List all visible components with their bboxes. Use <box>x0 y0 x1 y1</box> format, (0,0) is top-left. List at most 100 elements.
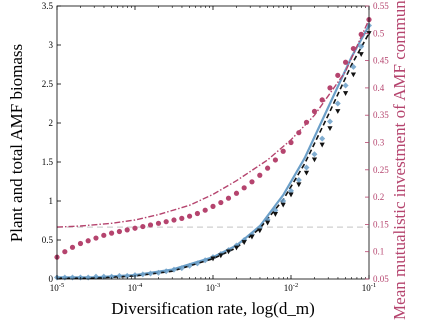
total-amf-marker <box>295 176 302 183</box>
total-amf-marker <box>155 269 162 276</box>
plant-marker <box>358 52 364 57</box>
plant-marker <box>319 142 325 148</box>
y-axis-label-left: Plant and total AMF biomass <box>7 44 26 242</box>
mean-investment-marker <box>280 148 286 154</box>
y-tick-label-left: 3 <box>49 40 54 50</box>
total-amf-marker <box>288 187 294 194</box>
total-amf-marker <box>358 43 365 50</box>
total-amf-marker <box>163 268 170 275</box>
plant-marker <box>210 256 216 262</box>
total-amf-marker <box>272 207 279 214</box>
mean-investment-marker <box>210 203 216 209</box>
mean-investment-marker <box>124 227 130 233</box>
mean-investment-marker <box>350 45 357 52</box>
mean-investment-marker <box>272 157 279 163</box>
x-tick-label: 10-2 <box>284 282 298 293</box>
y-tick-label-left: 0.5 <box>42 235 54 245</box>
plant-marker <box>233 245 240 251</box>
plant-marker <box>249 234 255 240</box>
plot-background <box>57 6 369 279</box>
mean-investment-marker <box>335 72 341 78</box>
x-axis-label: Diversification rate, log(d_m) <box>111 299 314 318</box>
mean-investment-marker <box>140 223 146 230</box>
plant-marker <box>264 220 271 226</box>
mean-investment-marker <box>132 225 138 231</box>
total-amf-marker <box>326 118 333 125</box>
total-amf-marker <box>170 266 177 273</box>
mean-investment-marker <box>186 213 193 219</box>
x-tick-label: 10-4 <box>128 282 143 293</box>
mean-investment-marker <box>319 97 325 103</box>
total-amf-marker <box>139 271 146 278</box>
series-layer <box>54 17 372 281</box>
total-amf-marker <box>342 82 349 89</box>
series-line-plant <box>57 32 370 280</box>
y-tick-label-left: 2.5 <box>42 79 54 89</box>
total-amf-marker <box>100 273 107 280</box>
mean-investment-marker <box>116 228 123 235</box>
mean-investment-marker <box>303 119 310 125</box>
mean-investment-marker <box>249 179 255 185</box>
mean-investment-marker <box>241 185 247 191</box>
mean-investment-marker <box>202 207 208 213</box>
y-tick-label-right: 0.25 <box>373 165 389 175</box>
y-tick-label-left: 1 <box>49 196 54 206</box>
y-tick-label-right: 0.55 <box>373 1 389 11</box>
mean-investment-marker <box>85 238 91 244</box>
axes-layer: 10-5 10-4 10-3 10-2 10-1 0 0.5 1 1.5 2 2.5 3 3.5 0.05… <box>42 1 390 293</box>
mean-investment-marker <box>233 190 240 196</box>
y-tick-label-right: 0.4 <box>373 83 385 93</box>
total-amf-marker <box>178 265 185 272</box>
plant-marker <box>225 249 232 255</box>
total-amf-marker <box>303 164 310 171</box>
y-tick-label-left: 0 <box>49 274 54 284</box>
mean-investment-marker <box>194 210 201 217</box>
y-tick-label-right: 0.3 <box>373 138 385 148</box>
plant-marker <box>257 228 263 234</box>
x-tick-label: 10-3 <box>206 282 220 293</box>
y-tick-label-right: 0.35 <box>373 110 389 120</box>
y-tick-label-right: 0.05 <box>373 274 389 284</box>
mean-investment-marker <box>69 244 76 250</box>
y-tick-label-left: 3.5 <box>42 1 54 11</box>
mean-investment-marker <box>225 195 232 201</box>
mean-investment-marker <box>101 232 107 238</box>
mean-investment-marker <box>311 108 318 114</box>
plant-marker <box>280 202 286 208</box>
total-amf-marker <box>319 135 326 142</box>
mean-investment-marker <box>147 222 154 228</box>
y-tick-label-right: 0.5 <box>373 28 385 38</box>
plant-marker <box>311 157 318 163</box>
plant-marker <box>342 91 349 96</box>
total-amf-marker <box>194 260 201 267</box>
mean-investment-marker <box>163 219 169 225</box>
total-amf-marker <box>186 262 193 269</box>
mean-investment-marker <box>171 217 177 223</box>
total-amf-marker <box>334 100 341 107</box>
mean-investment-marker <box>77 240 84 247</box>
plant-marker <box>296 182 302 188</box>
x-tick-label: 10-1 <box>362 282 376 293</box>
mean-investment-marker <box>288 139 294 146</box>
mean-investment-marker <box>155 220 162 226</box>
total-amf-marker <box>202 257 209 264</box>
total-amf-marker <box>108 273 115 280</box>
plant-marker <box>350 72 357 78</box>
plant-marker <box>335 109 341 114</box>
mean-investment-marker <box>296 130 302 136</box>
total-amf-marker <box>147 270 154 277</box>
plant-marker <box>218 253 224 259</box>
plant-marker <box>288 192 294 198</box>
y-tick-label-right: 0.15 <box>373 219 389 229</box>
plant-marker <box>272 212 279 217</box>
mean-investment-marker <box>257 172 263 178</box>
y-axis-label-right: Mean mutualistic investment of AMF commu… <box>390 0 409 320</box>
mean-investment-marker <box>264 165 271 171</box>
total-amf-marker <box>280 198 287 204</box>
plant-marker <box>303 170 310 176</box>
mean-investment-marker <box>218 199 224 206</box>
x-tick-label: 10-5 <box>50 282 64 293</box>
mean-investment-marker <box>62 249 68 255</box>
mean-investment-marker <box>342 59 349 65</box>
